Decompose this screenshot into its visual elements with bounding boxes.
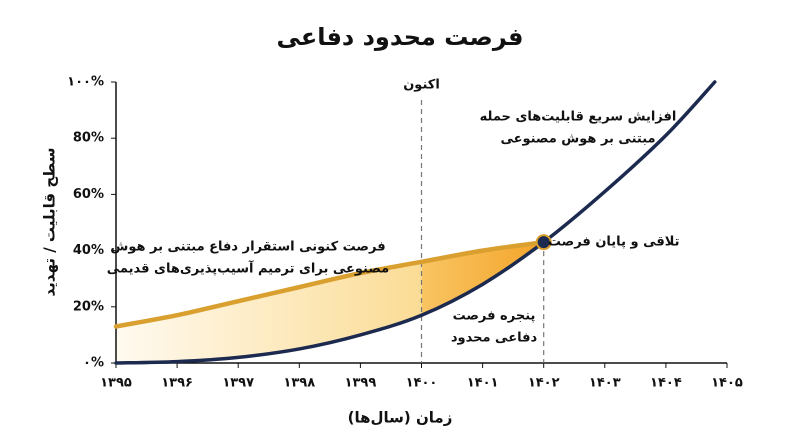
intersection-label: تلاقی و پایان فرصت <box>548 235 680 250</box>
y-axis-title: سطح قابلیت / تهدید <box>41 147 59 296</box>
x-tick-label: ۱۳۹۷ <box>222 376 254 391</box>
x-axis-title: زمان (سال‌ها) <box>348 409 453 427</box>
window-label: پنجره فرصت <box>453 309 536 324</box>
now-label: اکنون <box>403 78 440 93</box>
intersection-point <box>535 234 552 251</box>
x-tick-label: ۱۳۹۸ <box>283 376 315 391</box>
chart-title: فرصت محدود دفاعی <box>277 23 524 51</box>
series-label: مصنوعی برای ترمیم آسیب‌پذیری‌های قدیمی <box>107 260 389 277</box>
opportunity-area <box>116 242 544 363</box>
series-label: فرصت کنونی استقرار دفاع مبتنی بر هوش <box>110 240 385 255</box>
y-tick-label: ۰% <box>83 356 104 371</box>
window-label: دفاعی محدود <box>451 331 538 346</box>
x-tick-label: ۱۳۹۹ <box>345 376 377 391</box>
x-tick-label: ۱۳۹۶ <box>161 376 193 391</box>
x-tick-label: ۱۳۹۵ <box>100 376 132 391</box>
x-tick-label: ۱۴۰۱ <box>467 376 499 391</box>
x-tick-label: ۱۴۰۳ <box>589 376 621 391</box>
series-line <box>113 239 546 329</box>
y-tick-label: 20% <box>73 299 104 314</box>
x-tick-label: ۱۴۰۰ <box>406 376 438 391</box>
x-tick-label: ۱۴۰۲ <box>528 376 560 391</box>
y-tick-label: ۱۰۰% <box>67 75 104 90</box>
y-tick-label: 40% <box>73 243 104 258</box>
x-tick-label: ۱۴۰۵ <box>711 376 743 391</box>
series-label: مبتنی بر هوش مصنوعی <box>500 132 655 147</box>
series-line <box>114 80 717 365</box>
series-label: افزایش سریع قابلیت‌های حمله <box>480 110 677 125</box>
y-tick-label: 80% <box>73 131 104 146</box>
x-tick-label: ۱۴۰۴ <box>650 376 682 391</box>
y-tick-label: 60% <box>73 187 104 202</box>
